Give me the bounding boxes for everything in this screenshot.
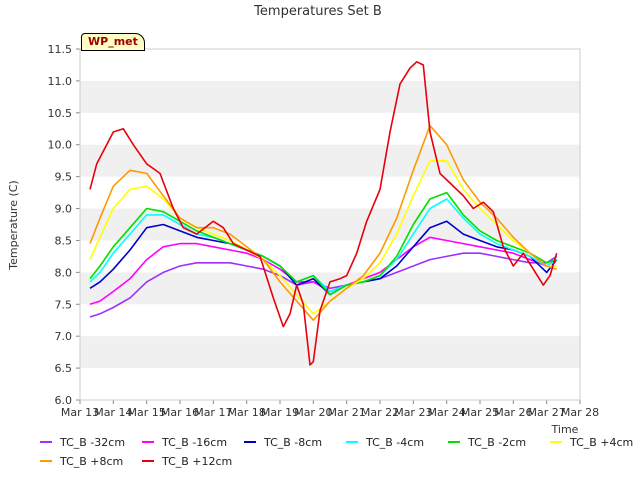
y-tick-label: 8.5 [55, 234, 73, 247]
y-axis-label: Temperature (C) [7, 180, 20, 270]
y-tick-label: 9.0 [55, 203, 73, 216]
legend-label: TC_B -4cm [365, 436, 424, 449]
x-tick-label: Mar 19 [261, 406, 299, 419]
y-tick-label: 8.0 [55, 266, 73, 279]
legend-label: TC_B -16cm [161, 436, 227, 449]
x-tick-label: Mar 20 [294, 406, 332, 419]
x-tick-label: Mar 27 [528, 406, 566, 419]
x-tick-label: Mar 28 [561, 406, 599, 419]
station-badge: WP_met [81, 33, 145, 51]
plot-frame [79, 48, 581, 401]
chart-title: Temperatures Set B [253, 4, 382, 19]
legend-label: TC_B -8cm [263, 436, 322, 449]
grid-band [80, 208, 580, 241]
grid-band [80, 336, 580, 369]
legend-label: TC_B +12cm [161, 455, 232, 468]
y-tick-label: 10.5 [48, 107, 73, 120]
legend-label: TC_B -32cm [59, 436, 125, 449]
legend: TC_B -32cm TC_B -16cm TC_B -8cm TC_B -4cm TC… [40, 436, 633, 468]
x-axis-label: Time [551, 423, 579, 436]
grid-bands [80, 80, 580, 369]
x-tick-label: Mar 21 [328, 406, 366, 419]
y-tick-label: 7.0 [55, 330, 73, 343]
y-tick-label: 6.5 [55, 362, 73, 375]
legend-label: TC_B +8cm [59, 455, 123, 468]
series-line-4 [89, 191, 557, 296]
y-tick-label: 10.0 [48, 139, 73, 152]
grid-band [80, 144, 580, 177]
x-tick-label: Mar 18 [228, 406, 266, 419]
series-lines [89, 60, 558, 366]
x-tick-label: Mar 23 [394, 406, 432, 419]
y-tick-label: 6.0 [55, 394, 73, 407]
x-tick-label: Mar 17 [194, 406, 232, 419]
x-tick-label: Mar 24 [428, 406, 466, 419]
x-tick-label: Mar 25 [461, 406, 499, 419]
y-axis: 6.0 6.5 7.0 7.5 8.0 8.5 9.0 9.5 10.0 10.5 11.0 11.5 [48, 43, 80, 407]
legend-label: TC_B +4cm [569, 436, 633, 449]
x-tick-label: Mar 16 [161, 406, 199, 419]
y-tick-label: 7.5 [55, 298, 73, 311]
y-tick-label: 11.5 [48, 43, 73, 56]
series-line-6 [89, 124, 557, 322]
y-tick-label: 9.5 [55, 171, 73, 184]
grid-band [80, 80, 580, 113]
series-line-2 [89, 220, 558, 296]
legend-label: TC_B -2cm [467, 436, 526, 449]
y-tick-label: 11.0 [48, 75, 73, 88]
series-line-7 [89, 60, 558, 366]
x-tick-label: Mar 13 [61, 406, 99, 419]
x-tick-label: Mar 14 [94, 406, 132, 419]
x-tick-label: Mar 22 [361, 406, 399, 419]
x-tick-label: Mar 15 [128, 406, 166, 419]
series-line-3 [89, 198, 558, 293]
x-tick-label: Mar 26 [494, 406, 532, 419]
